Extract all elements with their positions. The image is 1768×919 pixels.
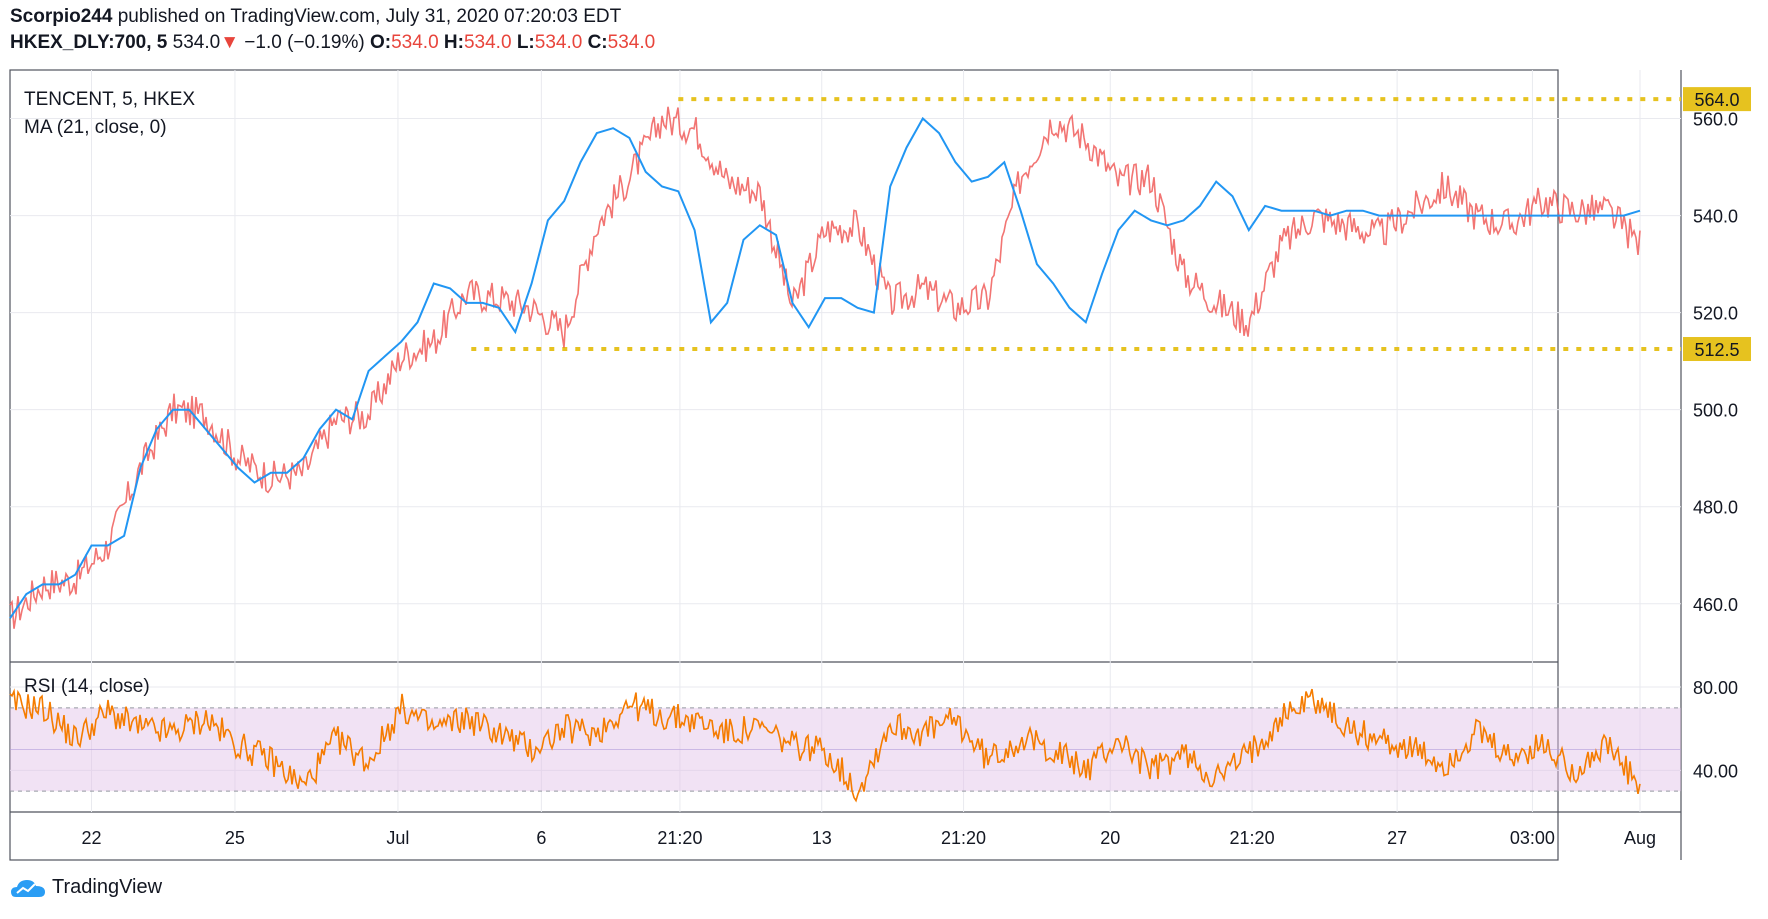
- symbol-label: HKEX_DLY:700, 5: [10, 32, 168, 53]
- legend-title[interactable]: TENCENT, 5, HKEX: [24, 89, 195, 110]
- low-label: L:: [516, 32, 535, 53]
- price-tick-label: 520.0: [1693, 304, 1738, 324]
- ma-line: [9, 116, 1641, 619]
- time-tick-label: 21:20: [657, 828, 702, 848]
- rsi-axis[interactable]: 40.00 80.00: [1693, 678, 1738, 781]
- chart-frame: [9, 69, 1559, 861]
- published-text: published on TradingView.com, July 31, 2…: [117, 6, 622, 27]
- time-tick-label: 03:00: [1510, 828, 1555, 848]
- time-tick-label: 22: [81, 828, 101, 848]
- chart-canvas[interactable]: 460.0 480.0 500.0 520.0 540.0 560.0 40.00 80.0…: [0, 0, 1768, 870]
- time-tick-label: 20: [1100, 828, 1120, 848]
- publish-line: Scorpio244 published on TradingView.com,…: [10, 6, 621, 28]
- time-tick-label: 13: [812, 828, 832, 848]
- time-tick-label: 27: [1387, 828, 1407, 848]
- price-tick-label: 540.0: [1693, 207, 1738, 227]
- rsi-line: [9, 688, 1641, 803]
- tradingview-cloud-icon: [11, 879, 45, 897]
- price-axis[interactable]: 460.0 480.0 500.0 520.0 540.0 560.0: [1693, 110, 1738, 615]
- time-tick-label: Aug: [1624, 828, 1656, 848]
- legend-rsi[interactable]: RSI (14, close): [24, 676, 150, 697]
- level-label: 512.5: [1694, 340, 1739, 360]
- time-tick-label: 25: [225, 828, 245, 848]
- symbol-line: HKEX_DLY:700, 5 534.0▼ −1.0 (−0.19%) O:5…: [10, 32, 655, 54]
- rsi-tick-label: 40.00: [1693, 761, 1738, 781]
- last-price: 534.0: [172, 32, 221, 53]
- down-arrow-icon: ▼: [220, 32, 239, 53]
- level-labels: 564.0 512.5: [1683, 87, 1751, 362]
- price-change: −1.0 (−0.19%): [244, 32, 365, 53]
- time-tick-label: 21:20: [941, 828, 986, 848]
- legend-ma[interactable]: MA (21, close, 0): [24, 117, 167, 138]
- level-lines: [471, 97, 1681, 352]
- price-series: [9, 106, 1641, 629]
- close-value: 534.0: [607, 32, 656, 53]
- low-value: 534.0: [534, 32, 583, 53]
- footer: TradingView: [10, 876, 162, 899]
- high-value: 534.0: [463, 32, 512, 53]
- time-tick-label: 21:20: [1230, 828, 1275, 848]
- open-value: 534.0: [391, 32, 439, 53]
- brand-name[interactable]: TradingView: [52, 876, 163, 898]
- close-label: C:: [587, 32, 608, 53]
- time-axis[interactable]: 22 25 Jul 6 21:20 13 21:20 20 21:20 27 03:00 Aug: [81, 828, 1656, 848]
- price-tick-label: 500.0: [1693, 401, 1738, 421]
- level-badge: [1683, 337, 1751, 362]
- grid-lines: [10, 70, 1681, 812]
- price-tick-label: 480.0: [1693, 498, 1738, 518]
- open-label: O:: [369, 32, 392, 53]
- price-tick-label: 560.0: [1693, 110, 1738, 130]
- level-badge: [1683, 87, 1751, 112]
- price-tick-label: 460.0: [1693, 595, 1738, 615]
- time-tick-label: Jul: [386, 828, 409, 848]
- level-label: 564.0: [1694, 90, 1739, 110]
- time-tick-label: 6: [536, 828, 546, 848]
- author-name[interactable]: Scorpio244: [10, 6, 113, 27]
- high-label: H:: [443, 32, 464, 53]
- rsi-tick-label: 80.00: [1693, 678, 1738, 698]
